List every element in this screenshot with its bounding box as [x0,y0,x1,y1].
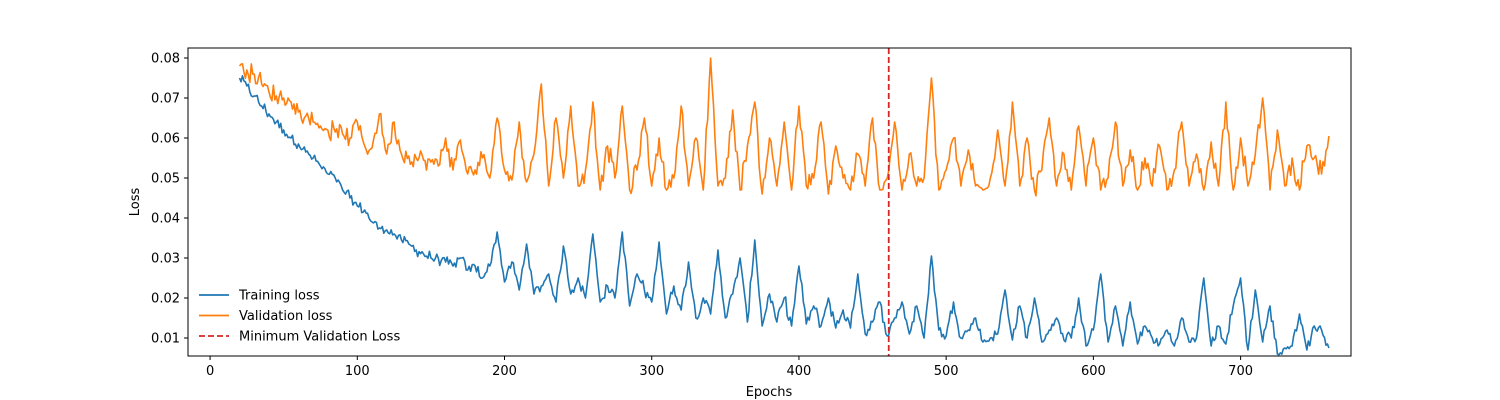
legend-entry: Minimum Validation Loss [239,330,400,345]
y-tick-label: 0.02 [151,292,180,307]
plot-frame [187,47,1352,357]
series-line-0 [238,75,1330,356]
y-axis: 0.01 0.02 0.03 0.04 0.05 0.06 0.07 0.08 [151,52,188,347]
plot-lines [238,57,1330,356]
x-tick-label: 400 [787,364,812,379]
x-tick-label: 600 [1081,364,1106,379]
legend: Training loss Validation loss Minimum Vali… [199,289,400,345]
x-axis-label: Epochs [746,385,793,400]
x-tick-label: 100 [345,364,370,379]
x-tick-label: 500 [934,364,959,379]
y-tick-label: 0.05 [151,172,180,187]
legend-entry: Validation loss [239,309,333,324]
y-tick-label: 0.03 [151,252,180,267]
y-tick-label: 0.08 [151,52,180,67]
y-tick-label: 0.07 [151,92,180,107]
y-tick-label: 0.04 [151,212,180,227]
x-axis: 0 100 200 300 400 500 600 700 [206,356,1253,379]
x-tick-label: 0 [206,364,214,379]
y-tick-label: 0.01 [151,332,180,347]
x-tick-label: 200 [492,364,517,379]
x-tick-label: 300 [639,364,664,379]
x-tick-label: 700 [1228,364,1253,379]
y-tick-label: 0.06 [151,132,180,147]
series-line-1 [238,57,1330,197]
y-axis-label: Loss [128,188,143,217]
legend-entry: Training loss [238,289,320,304]
